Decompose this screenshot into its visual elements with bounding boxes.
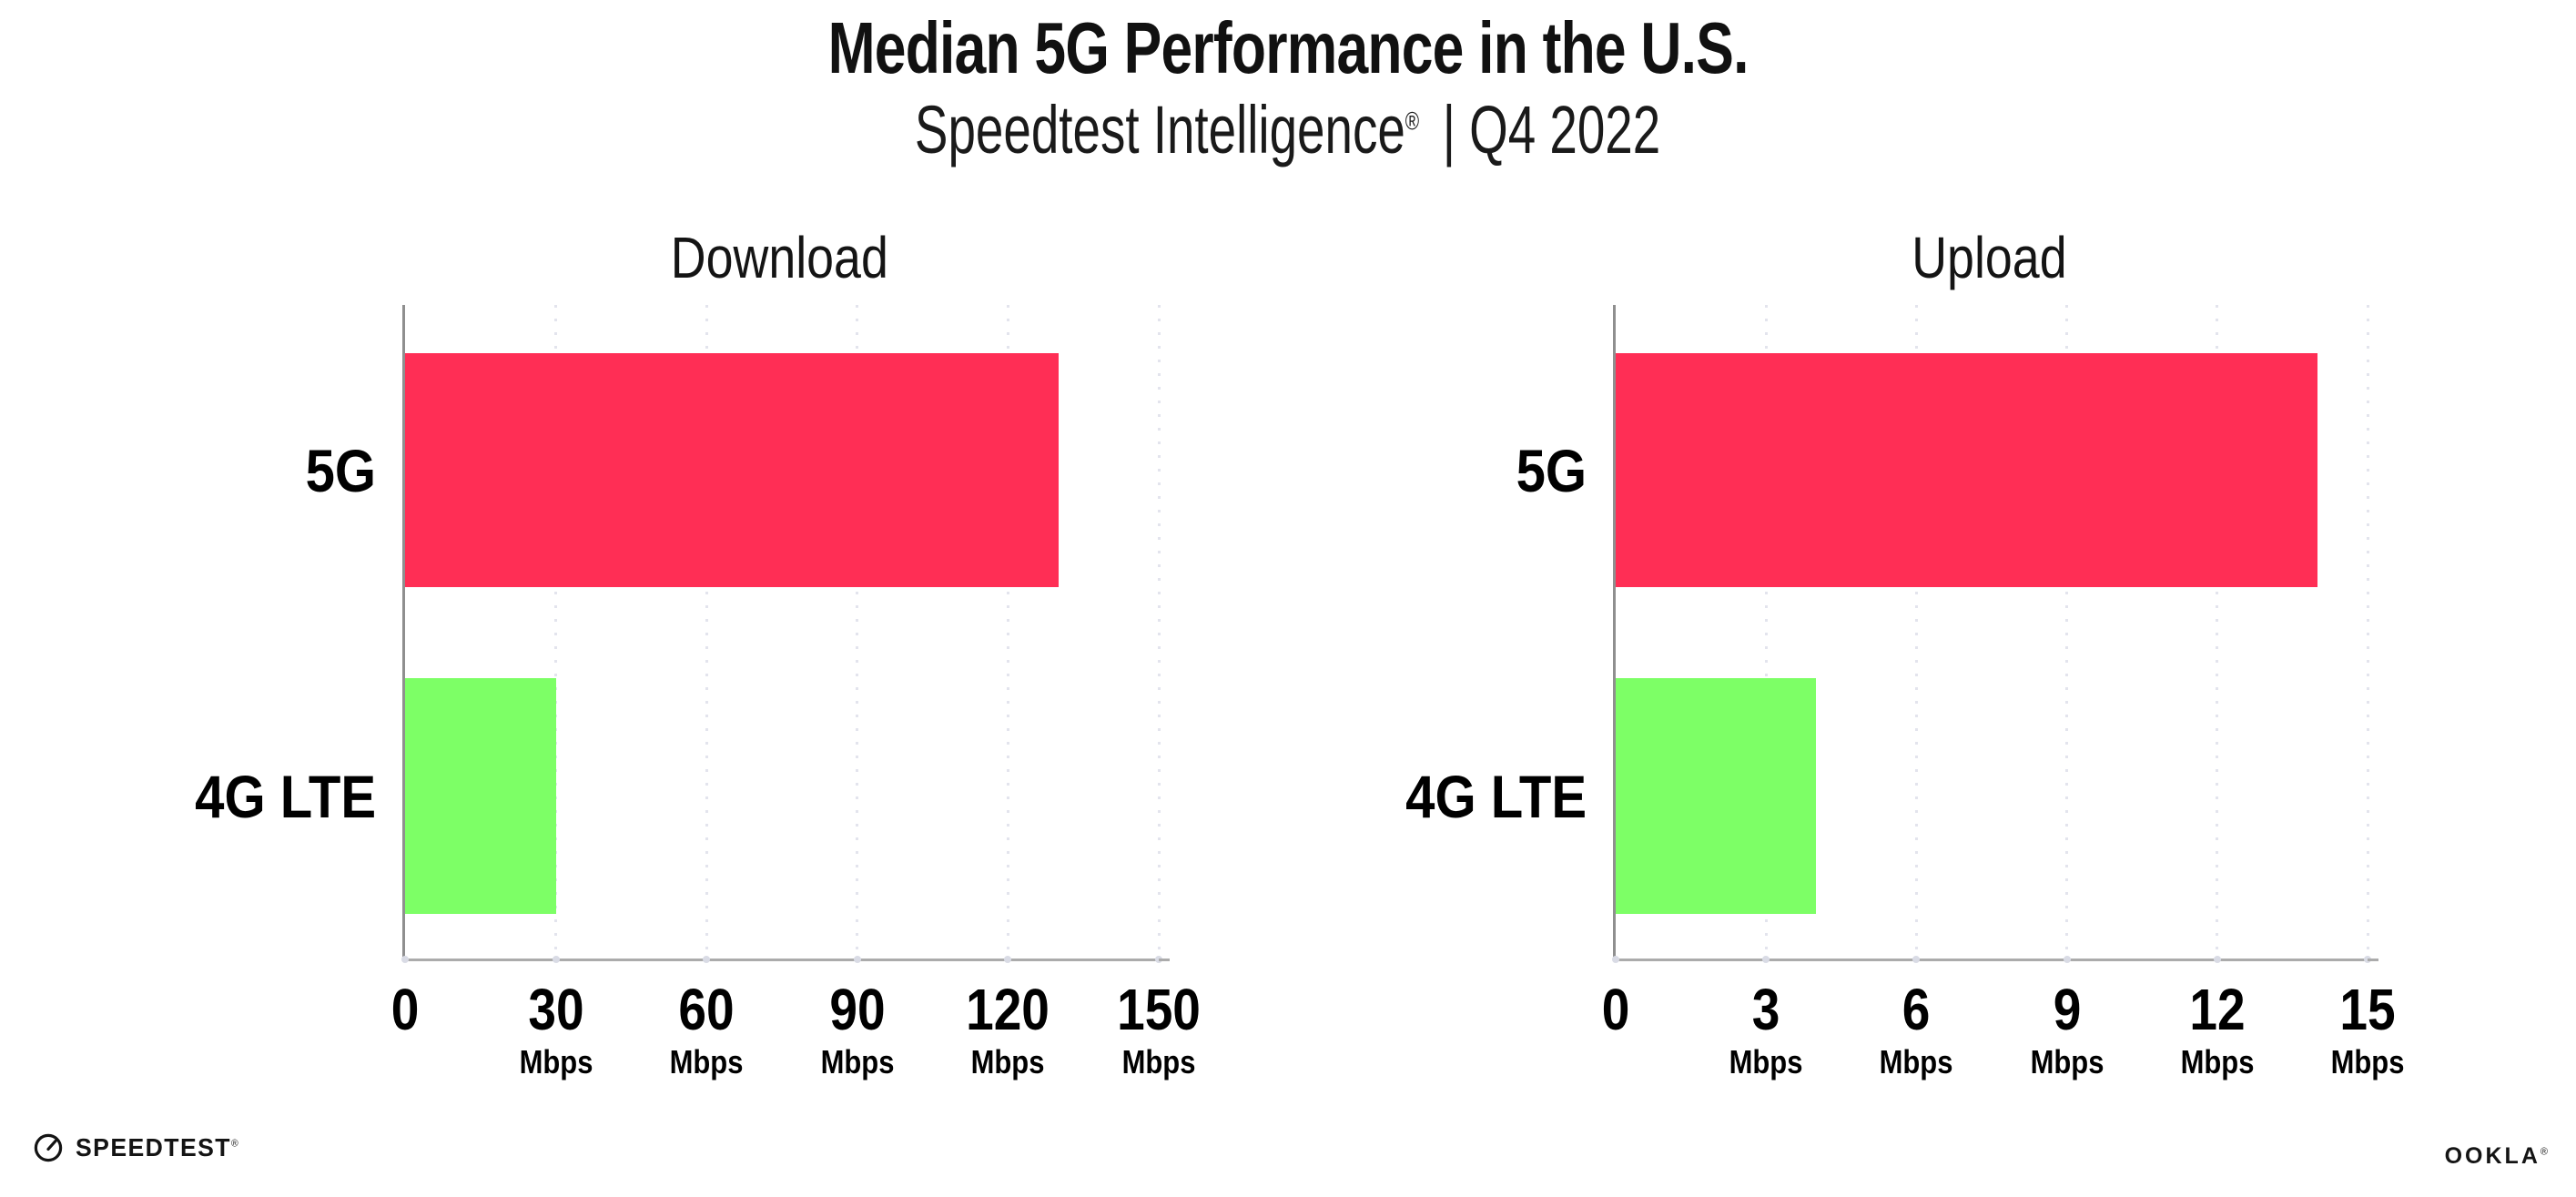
tick-label: 6 Mbps [1880, 980, 1953, 1079]
speedtest-registered-mark: ® [230, 1138, 240, 1150]
axis-tick-dot [1762, 956, 1770, 963]
tick-label: 3 Mbps [1729, 980, 1803, 1079]
tick-label: 12 Mbps [2180, 980, 2254, 1079]
chart-title-upload: Upload [1911, 225, 2067, 290]
gridline [1157, 305, 1161, 959]
ookla-logo: OOKLA® [2445, 1143, 2551, 1170]
tick-label: 0 [1602, 980, 1630, 1039]
gridline [2366, 305, 2369, 959]
gridline [1914, 305, 1918, 959]
tick-value: 9 [2053, 977, 2081, 1042]
tick-value: 30 [527, 977, 584, 1042]
tick-value: 0 [390, 977, 420, 1042]
axis-tick-dot [1004, 956, 1012, 963]
tick-value: 60 [678, 977, 735, 1042]
axis-tick-dot [853, 956, 861, 963]
tick-label: 9 Mbps [2030, 980, 2104, 1079]
tick-value: 0 [1601, 977, 1630, 1042]
bar-4g-lte [1616, 677, 1817, 915]
subtitle-brand: Speedtest Intelligence [915, 92, 1406, 168]
category-label-4g-lte: 4G LTE [194, 762, 376, 830]
bar-5g [1616, 353, 2317, 588]
category-label-5g: 5G [1516, 436, 1587, 504]
tick-unit: Mbps [820, 1043, 895, 1080]
gridline [2216, 305, 2219, 959]
tick-label: 90 Mbps [820, 980, 894, 1079]
tick-unit: Mbps [2330, 1043, 2405, 1080]
tick-unit: Mbps [2030, 1043, 2104, 1080]
tick-value: 90 [829, 977, 886, 1042]
bar-5g [405, 353, 1059, 588]
upload-chart-plot: 0 3 Mbps 6 Mbps 9 Mbps 12 Mbps 15 Mbps 5G 4G LTE [1405, 305, 2404, 1079]
axis-tick-dot [2213, 956, 2221, 963]
chart-title-download: Download [670, 225, 888, 290]
tick-label: 60 Mbps [670, 980, 744, 1079]
tick-value: 15 [2339, 977, 2396, 1042]
speedtest-wordmark: SPEEDTEST® [76, 1133, 240, 1161]
tick-label: 150 Mbps [1117, 980, 1201, 1079]
gridline [1764, 305, 1768, 959]
page-title-text: Median 5G Performance in the U.S. [827, 7, 1749, 88]
tick-unit: Mbps [1729, 1043, 1803, 1080]
gridline [554, 305, 558, 959]
bar-4g-lte [405, 677, 556, 915]
axis-tick-dot [2364, 956, 2371, 963]
tick-unit: Mbps [669, 1043, 744, 1080]
header: Median 5G Performance in the U.S. Speedt… [0, 0, 2576, 167]
axis-tick-dot [1912, 956, 1921, 963]
tick-unit: Mbps [1121, 1043, 1196, 1080]
tick-value: 3 [1751, 977, 1780, 1042]
category-label-4g-lte: 4G LTE [1405, 762, 1587, 830]
gridline [1006, 305, 1009, 959]
tick-value: 150 [1117, 977, 1201, 1042]
axis-tick-dot [552, 956, 560, 963]
download-chart-plot: 0 30 Mbps 60 Mbps 90 Mbps 120 Mbps 150 Mbps 5G 4G LT… [195, 305, 1201, 1079]
ookla-registered-mark: ® [2540, 1146, 2551, 1158]
tick-unit: Mbps [1879, 1043, 1953, 1080]
subtitle-period: | Q4 2022 [1443, 92, 1661, 168]
gridline [2065, 305, 2069, 959]
tick-label: 30 Mbps [519, 980, 593, 1079]
axis-tick-dot [2063, 956, 2071, 963]
tick-unit: Mbps [970, 1043, 1045, 1080]
tick-label: 0 [391, 980, 420, 1039]
gridline [705, 305, 708, 959]
tick-label: 120 Mbps [966, 980, 1050, 1079]
tick-value: 6 [1902, 977, 1931, 1042]
axis-tick-dot [703, 956, 711, 963]
page-title: Median 5G Performance in the U.S. [0, 0, 2576, 91]
speedtest-logo: SPEEDTEST® [33, 1132, 248, 1163]
category-label-5g: 5G [305, 436, 376, 504]
subtitle: Speedtest Intelligence® | Q4 2022 [0, 93, 2576, 167]
tick-unit: Mbps [519, 1043, 593, 1080]
tick-value: 12 [2189, 977, 2246, 1042]
speedtest-gauge-icon [34, 1133, 63, 1162]
gridline [856, 305, 859, 959]
axis-tick-dot [1612, 956, 1619, 963]
tick-label: 15 Mbps [2331, 980, 2405, 1079]
tick-unit: Mbps [2180, 1043, 2255, 1080]
ookla-wordmark: OOKLA [2444, 1143, 2541, 1169]
axis-tick-dot [1155, 956, 1162, 963]
registered-mark: ® [1405, 107, 1420, 136]
tick-value: 120 [966, 977, 1050, 1042]
axis-tick-dot [401, 956, 409, 963]
